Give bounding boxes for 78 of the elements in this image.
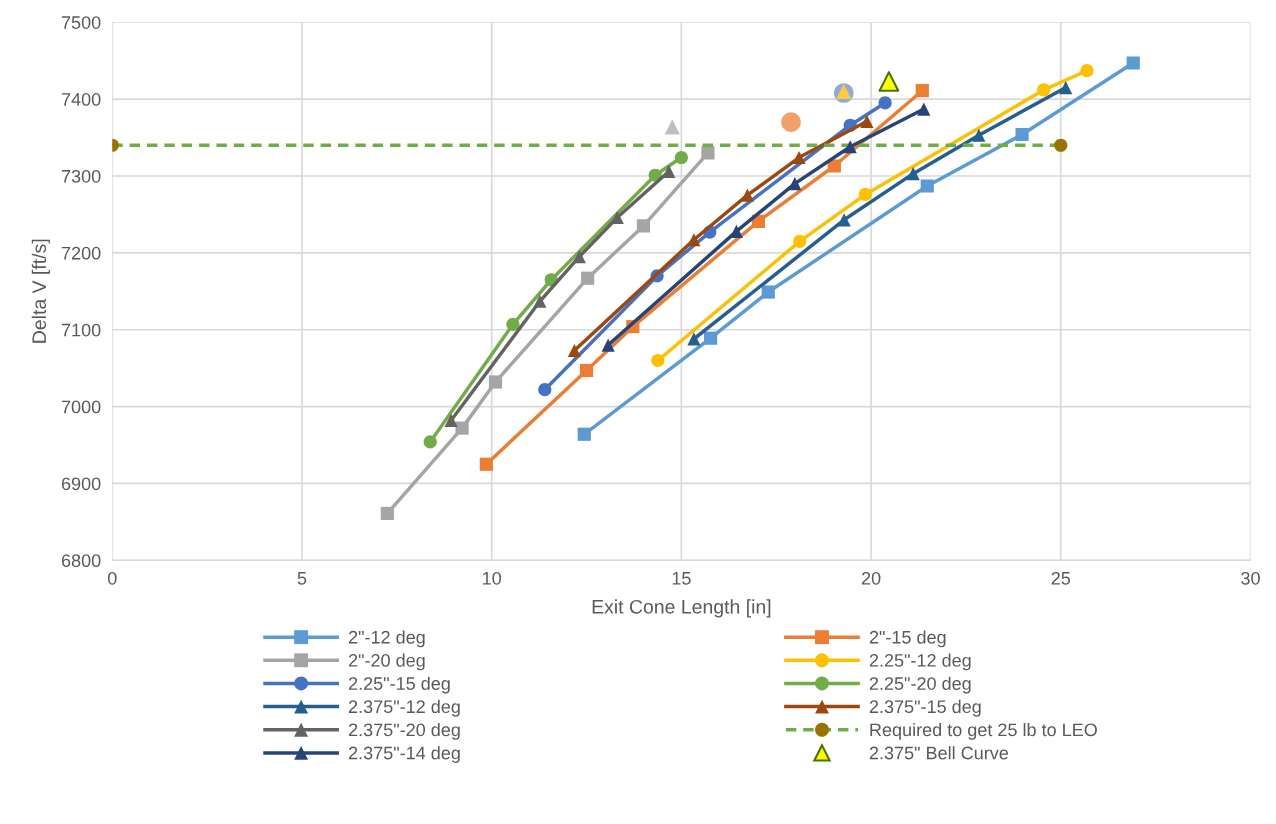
point bbox=[792, 150, 806, 165]
point bbox=[581, 271, 595, 285]
point bbox=[729, 224, 743, 238]
point bbox=[1080, 64, 1094, 78]
x-tick-label: 30 bbox=[1241, 571, 1260, 585]
point bbox=[701, 146, 715, 160]
y-tick-label: 7300 bbox=[61, 169, 101, 183]
point bbox=[674, 150, 688, 165]
point bbox=[479, 457, 493, 471]
legend-label: 2.375" Bell Curve bbox=[869, 746, 1009, 760]
x-tick-label: 5 bbox=[297, 572, 307, 585]
point bbox=[920, 179, 934, 193]
point bbox=[906, 167, 920, 181]
point bbox=[837, 213, 851, 227]
point bbox=[444, 413, 458, 428]
x-tick-label: 25 bbox=[1051, 571, 1071, 585]
point bbox=[915, 84, 929, 98]
point bbox=[687, 233, 701, 247]
y-tick-label: 7200 bbox=[61, 246, 101, 260]
x-tick-label: 0 bbox=[107, 571, 117, 585]
point bbox=[572, 250, 586, 264]
y-tick-label: 7500 bbox=[61, 16, 101, 29]
y-tick-label: 7000 bbox=[61, 400, 101, 414]
legend-label: 2"-15 deg bbox=[869, 630, 946, 648]
point bbox=[687, 332, 701, 346]
y-tick-label: 6800 bbox=[61, 554, 101, 568]
point bbox=[488, 375, 503, 389]
point bbox=[858, 187, 872, 202]
point bbox=[567, 343, 581, 358]
point bbox=[781, 112, 801, 132]
x-axis-title: Exit Cone Length [in] bbox=[592, 599, 771, 618]
point bbox=[878, 96, 892, 110]
point bbox=[1015, 127, 1029, 142]
legend-label: 2"-12 deg bbox=[348, 630, 425, 648]
point bbox=[577, 427, 591, 441]
x-tick-label: 15 bbox=[672, 572, 691, 585]
point bbox=[878, 71, 900, 92]
x-tick-label: 10 bbox=[483, 571, 502, 585]
y-axis-title: Delta V [ft/s] bbox=[31, 239, 50, 343]
point bbox=[793, 234, 807, 248]
point bbox=[601, 338, 615, 352]
point bbox=[380, 506, 394, 521]
point bbox=[1059, 81, 1073, 95]
point bbox=[827, 159, 841, 173]
point bbox=[704, 331, 718, 345]
legend-label: 2.25"-15 deg bbox=[348, 676, 450, 694]
point bbox=[506, 317, 520, 331]
y-tick-label: 7400 bbox=[61, 93, 101, 106]
point bbox=[423, 435, 437, 449]
point bbox=[917, 102, 931, 116]
point bbox=[662, 164, 676, 178]
legend-label: Required to get 25 lb to LEO bbox=[870, 722, 1097, 740]
y-tick-label: 6900 bbox=[61, 477, 101, 491]
point bbox=[533, 294, 547, 308]
point bbox=[579, 363, 594, 378]
legend-label: 2"-20 deg bbox=[348, 653, 425, 671]
point bbox=[843, 140, 857, 154]
point bbox=[740, 188, 754, 202]
point bbox=[788, 177, 802, 191]
point bbox=[972, 128, 986, 142]
legend-label: 2.375"-20 deg bbox=[348, 722, 460, 740]
point bbox=[1126, 56, 1140, 70]
legend-label: 2.25"-12 deg bbox=[869, 653, 971, 671]
legend-label: 2.25"-20 deg bbox=[869, 676, 971, 694]
legend-label: 2.375"-14 deg bbox=[348, 746, 460, 763]
point bbox=[1037, 83, 1051, 97]
legend-label: 2.375"-12 deg bbox=[348, 699, 460, 717]
point bbox=[860, 114, 874, 128]
legend-label: 2.375"-15 deg bbox=[869, 699, 981, 717]
point bbox=[610, 210, 624, 225]
point bbox=[664, 119, 680, 135]
y-tick-label: 7100 bbox=[61, 323, 101, 337]
point bbox=[651, 353, 665, 368]
point bbox=[636, 219, 651, 233]
point bbox=[538, 383, 552, 397]
x-tick-label: 20 bbox=[861, 571, 881, 585]
point bbox=[761, 285, 775, 299]
point bbox=[455, 421, 469, 435]
